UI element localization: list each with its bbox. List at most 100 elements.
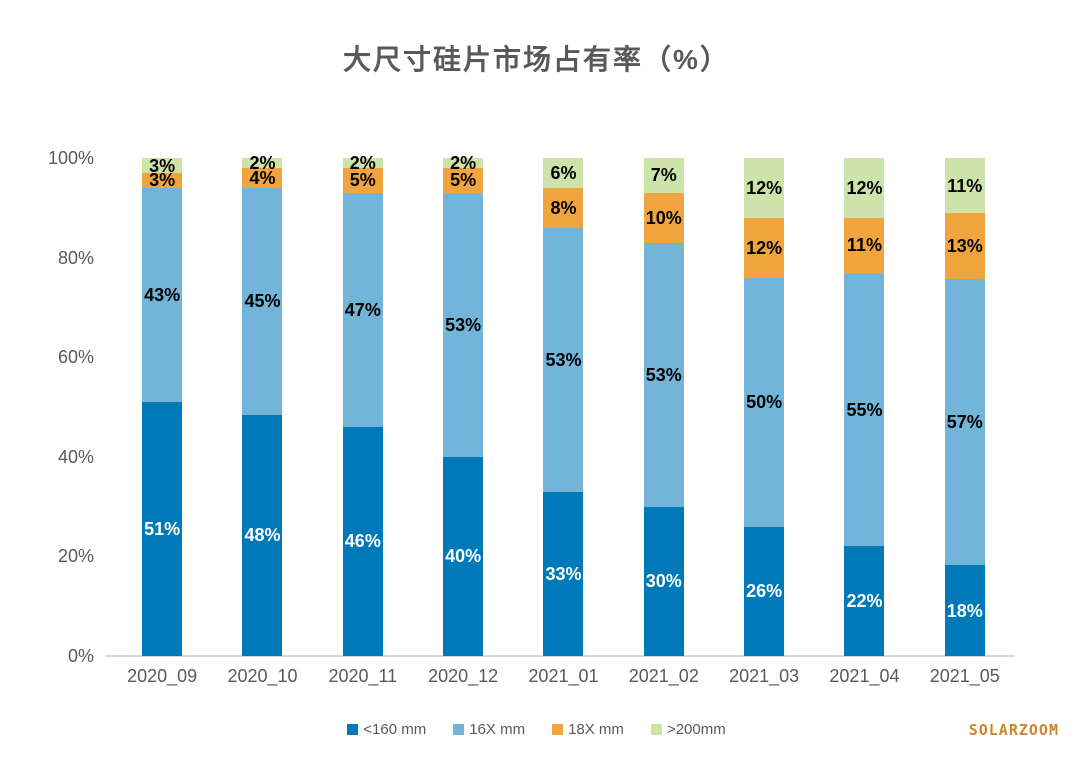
bar-column: 46% 47% 5% 2% 2020_11 bbox=[313, 154, 413, 685]
x-tick-label: 2020_11 bbox=[328, 666, 398, 686]
bar-segment-label: 6% bbox=[550, 162, 577, 183]
legend-swatch bbox=[453, 724, 465, 735]
bar-column: 22% 55% 11% 12% 2021_04 bbox=[814, 158, 914, 685]
bar-segment-label: 45% bbox=[244, 291, 281, 312]
bar-segment: 11% bbox=[844, 217, 885, 273]
y-tick-label: 20% bbox=[57, 546, 94, 567]
bar-segment-label: 12% bbox=[746, 177, 783, 198]
bar-segment-label: 2% bbox=[249, 153, 276, 174]
bar-segment: 12% bbox=[844, 158, 885, 218]
bar-segment: 57% bbox=[944, 278, 985, 566]
bar-segment: 8% bbox=[543, 187, 584, 228]
bar-segment: 43% bbox=[142, 187, 183, 403]
legend-label: >200mm bbox=[666, 721, 726, 738]
bar-segment: 18% bbox=[944, 565, 985, 656]
bar-segment: 11% bbox=[944, 158, 985, 214]
legend-item: 18X mm bbox=[552, 722, 624, 737]
x-tick-label: 2020_10 bbox=[227, 666, 298, 686]
legend-swatch bbox=[347, 724, 359, 735]
bar-segment: 13% bbox=[944, 213, 985, 279]
y-tick-label: 100% bbox=[47, 148, 94, 168]
bar-segment: 53% bbox=[643, 242, 684, 507]
bar-segment: 53% bbox=[543, 227, 584, 492]
y-tick-label: 0% bbox=[67, 646, 94, 666]
bar-segment-label: 53% bbox=[645, 364, 682, 385]
bar-segment-label: 2% bbox=[450, 153, 477, 174]
bar-segment: 48% bbox=[242, 414, 283, 656]
bar-segment-label: 50% bbox=[746, 392, 783, 413]
watermark-solarzoom: SOLARZOOM bbox=[968, 721, 1059, 739]
bar-segment: 26% bbox=[744, 526, 785, 656]
bar-segment: 5% bbox=[342, 167, 383, 193]
bar-segment-label: 2% bbox=[349, 153, 376, 174]
stacked-bar: 26% 50% 12% 12% bbox=[744, 158, 785, 656]
stacked-bar: 48% 45% 4% 2% bbox=[242, 154, 283, 656]
bar-segment: 22% bbox=[844, 546, 885, 656]
bar-segment: 3% bbox=[142, 170, 183, 191]
plot-area: 0% 20% 40% 60% 80% 100% 51% 43% 3% 3% 2020_09 48% 4… bbox=[48, 149, 1015, 686]
bar-segment-label: 12% bbox=[846, 177, 883, 198]
bar-segment: 40% bbox=[443, 456, 484, 656]
bar-segment: 2% bbox=[342, 154, 383, 172]
bar-segment-label: 33% bbox=[545, 563, 582, 584]
bar-segment-label: 22% bbox=[846, 591, 883, 612]
y-tick-label: 40% bbox=[57, 446, 94, 467]
x-axis-line bbox=[105, 655, 1015, 657]
bar-segment-label: 40% bbox=[445, 546, 482, 567]
y-tick-label: 80% bbox=[57, 247, 94, 268]
bar-segment-label: 53% bbox=[445, 314, 482, 335]
stacked-bar: 18% 57% 13% 11% bbox=[944, 158, 985, 656]
bar-segment: 47% bbox=[342, 192, 383, 427]
stacked-bar: 46% 47% 5% 2% bbox=[342, 154, 383, 656]
bar-segment-label: 5% bbox=[450, 170, 477, 191]
x-tick-label: 2021_01 bbox=[528, 666, 599, 686]
bar-column: 51% 43% 3% 3% 2020_09 bbox=[112, 155, 212, 686]
bar-segment-label: 57% bbox=[946, 412, 983, 433]
bar-segment: 7% bbox=[643, 158, 684, 193]
bar-segment: 55% bbox=[844, 272, 885, 547]
legend-item: <160 mm bbox=[347, 722, 426, 737]
bar-segment-label: 4% bbox=[249, 168, 276, 189]
bar-segment: 5% bbox=[443, 167, 484, 193]
x-tick-label: 2021_04 bbox=[829, 666, 900, 686]
bar-segment-label: 12% bbox=[746, 237, 783, 258]
bar-segment: 6% bbox=[543, 158, 584, 188]
legend-swatch bbox=[650, 724, 662, 735]
legend-label: <160 mm bbox=[363, 721, 427, 738]
bar-segment-label: 3% bbox=[149, 170, 176, 191]
bar-segment-label: 3% bbox=[149, 155, 176, 176]
bar-column: 33% 53% 8% 6% 2021_01 bbox=[513, 158, 613, 685]
bar-segment: 3% bbox=[142, 155, 183, 176]
bar-segment: 12% bbox=[744, 158, 785, 218]
bar-segment: 50% bbox=[744, 277, 785, 527]
bars-container: 51% 43% 3% 3% 2020_09 48% 45% 4% 2% 2020_10 46% 47%… bbox=[112, 154, 1015, 686]
stacked-bar: 22% 55% 11% 12% bbox=[844, 158, 885, 656]
bar-segment: 53% bbox=[443, 192, 484, 457]
bar-segment-label: 10% bbox=[645, 207, 682, 228]
x-tick-label: 2021_02 bbox=[628, 666, 699, 686]
bar-segment-label: 47% bbox=[344, 299, 381, 320]
bar-segment-label: 43% bbox=[144, 284, 181, 305]
bar-segment: 12% bbox=[744, 217, 785, 278]
bar-segment: 46% bbox=[342, 426, 383, 656]
bar-segment-label: 11% bbox=[846, 235, 882, 256]
bar-segment: 2% bbox=[443, 154, 484, 172]
legend-item: 16X mm bbox=[453, 722, 525, 737]
bar-segment-label: 48% bbox=[244, 525, 281, 546]
x-tick-label: 2020_09 bbox=[127, 666, 198, 686]
legend-swatch bbox=[552, 724, 564, 735]
stacked-bar: 51% 43% 3% 3% bbox=[142, 155, 183, 656]
bar-segment-label: 55% bbox=[846, 399, 883, 420]
bar-segment-label: 18% bbox=[946, 600, 983, 621]
legend: <160 mm 16X mm 18X mm >200mm bbox=[0, 722, 1073, 737]
legend-label: 16X mm bbox=[469, 721, 526, 738]
bar-segment-label: 51% bbox=[144, 519, 181, 540]
bar-segment-label: 13% bbox=[946, 236, 983, 257]
bar-segment-label: 26% bbox=[746, 581, 783, 602]
x-tick-label: 2021_03 bbox=[729, 666, 800, 686]
bar-segment: 33% bbox=[543, 491, 584, 656]
legend-item: >200mm bbox=[650, 721, 726, 738]
bar-segment: 45% bbox=[242, 188, 283, 415]
legend-label: 18X mm bbox=[568, 721, 624, 738]
